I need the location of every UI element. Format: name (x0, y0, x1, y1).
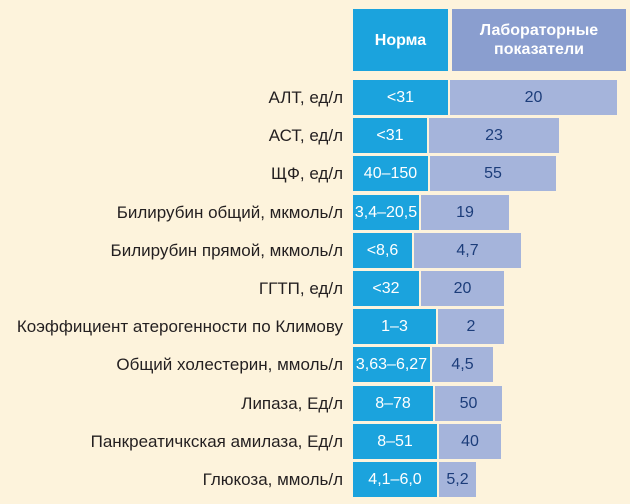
norm-value-cell: 40–150 (353, 156, 428, 191)
norm-value-cell: <31 (353, 80, 448, 115)
norm-value-cell: 3,63–6,27 (353, 347, 430, 382)
norm-value-cell: 1–3 (353, 309, 436, 344)
lab-value-bar: 50 (435, 386, 502, 421)
row-label: ЩФ, ед/л (271, 164, 343, 183)
lab-value-bar: 4,5 (432, 347, 493, 382)
lab-value-bar: 5,2 (439, 462, 476, 497)
lab-value-bar: 4,7 (414, 233, 521, 268)
lab-value-bar: 23 (429, 118, 559, 153)
row-label: Глюкоза, ммоль/л (202, 470, 343, 489)
norm-value-cell: <8,6 (353, 233, 412, 268)
lab-value-bar: 20 (421, 271, 504, 306)
norm-value-cell: <31 (353, 118, 427, 153)
norm-value-cell: 8–51 (353, 424, 437, 459)
row-label: Панкреатичкская амилаза, Ед/л (90, 432, 343, 451)
norm-value-cell: <32 (353, 271, 419, 306)
lab-value-bar: 19 (421, 195, 509, 230)
row-label: АСТ, ед/л (268, 126, 343, 145)
lab-value-bar: 2 (438, 309, 504, 344)
norm-value-cell: 4,1–6,0 (353, 462, 437, 497)
row-label: Билирубин прямой, мкмоль/л (110, 241, 343, 260)
row-label: АЛТ, ед/л (268, 88, 343, 107)
lab-column-header: Лабораторные показатели (452, 9, 626, 71)
lab-value-bar: 40 (439, 424, 501, 459)
row-label: Липаза, Ед/л (241, 394, 343, 413)
norm-value-cell: 8–78 (353, 386, 433, 421)
row-label: Общий холестерин, ммоль/л (116, 355, 343, 374)
norm-column-header: Норма (353, 9, 448, 71)
lab-value-bar: 55 (430, 156, 556, 191)
row-label: ГГТП, ед/л (258, 279, 343, 298)
row-label: Билирубин общий, мкмоль/л (116, 203, 343, 222)
row-label: Коэффициент атерогенности по Климову (16, 317, 343, 336)
lab-value-bar: 20 (450, 80, 617, 115)
norm-value-cell: 3,4–20,5 (353, 195, 419, 230)
